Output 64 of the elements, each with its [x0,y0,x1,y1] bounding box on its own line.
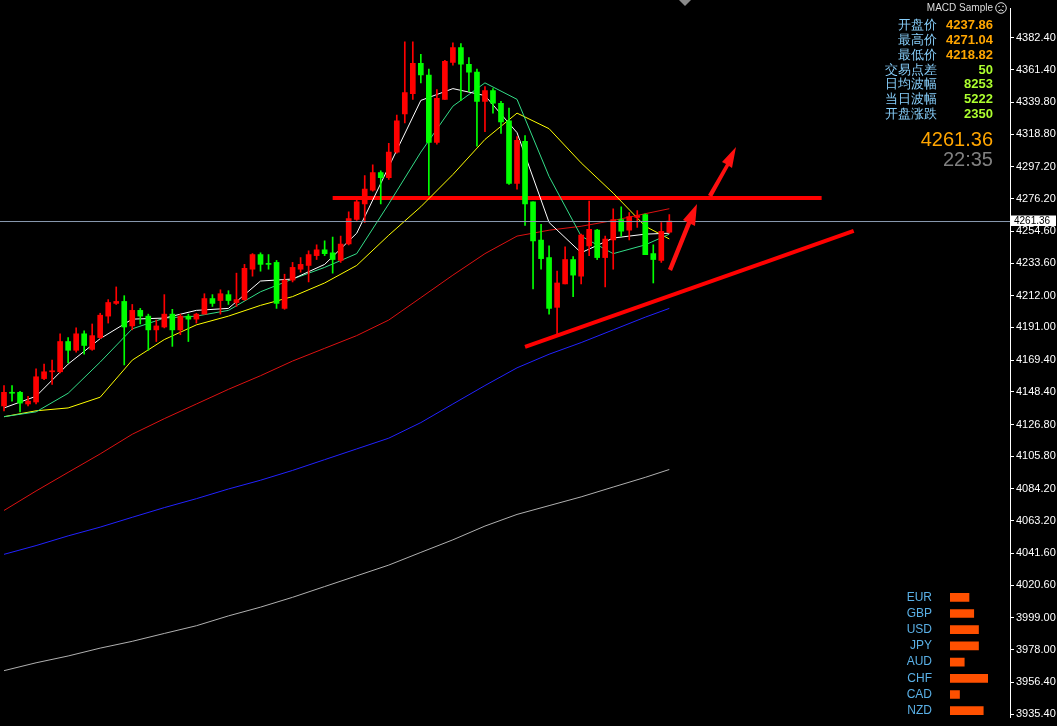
y-tick-label: 3999.00 [1016,610,1056,623]
y-tick-label: CAD [906,686,933,701]
y-tick-label: 3935.40 [1016,707,1056,720]
bar [950,706,984,716]
y-tick-label: 4233.60 [1016,256,1056,269]
y-tick-label: 4148.40 [1016,384,1056,397]
bar [950,657,965,667]
annotation: 2350 [964,105,993,121]
annotation: 开盘涨跌 [885,105,937,121]
candlestick [9,385,15,402]
annotation: 8253 [964,75,993,91]
annotation: 日均波幅 [885,75,937,91]
bar [950,609,975,618]
annotation: 当日波幅 [885,90,937,106]
y-tick-label: CHF [907,670,932,685]
y-tick-label: 3978.00 [1016,642,1056,655]
annotation: 交易点差 [885,61,937,77]
y-tick-label: 4041.60 [1016,546,1056,559]
annotation: 4261.36 [920,128,993,150]
y-tick-label: USD [906,622,933,637]
ref-line-label: 4261.36 [1014,215,1051,227]
bar [950,690,960,699]
annotation: 最低价 [898,46,937,62]
y-tick-label: JPY [909,638,932,653]
bar [950,641,979,651]
y-tick-label: 4318.80 [1016,127,1056,140]
y-tick-label: 4126.80 [1016,417,1056,430]
y-tick-label: 4382.40 [1016,30,1056,43]
y-tick-label: 4361.40 [1016,62,1056,75]
y-tick-label: 4020.60 [1016,578,1056,591]
annotation: MACD Sample [926,2,993,13]
annotation: 最高价 [898,31,937,47]
candlestick [377,170,384,205]
y-tick-label: NZD [907,703,933,718]
candlestick [650,244,657,284]
y-tick-label: 4169.40 [1016,353,1056,366]
y-tick-label: 4297.20 [1016,159,1056,172]
bar [950,673,988,683]
bar [950,592,970,602]
annotation: 22:35 [942,148,993,170]
y-tick-label: 3956.40 [1016,675,1056,688]
y-tick-label: 4339.80 [1016,95,1056,108]
y-tick-label: EUR [906,589,933,604]
candlestick [113,286,120,305]
candlestick [634,210,641,228]
bar [950,625,979,635]
y-tick-label: AUD [906,654,933,669]
annotation: 50 [978,61,993,77]
annotation: 开盘价 [898,16,937,32]
annotation: 4271.04 [946,31,993,47]
candlestick [153,319,160,342]
annotation: 4218.82 [946,46,993,62]
y-tick-label: 4254.60 [1016,224,1056,237]
y-tick-label: 4276.20 [1016,191,1056,204]
annotation: 4237.86 [946,16,993,32]
candlestick [49,359,55,385]
y-tick-label: 4191.00 [1016,320,1056,333]
y-tick-label: 4063.20 [1016,513,1056,526]
y-tick-label: 4105.80 [1016,449,1056,462]
annotation: 5222 [964,90,993,106]
candlestick [466,57,472,92]
y-tick-label: 4212.00 [1016,288,1056,301]
y-tick-label: GBP [906,605,932,620]
y-tick-label: 4084.20 [1016,482,1056,495]
